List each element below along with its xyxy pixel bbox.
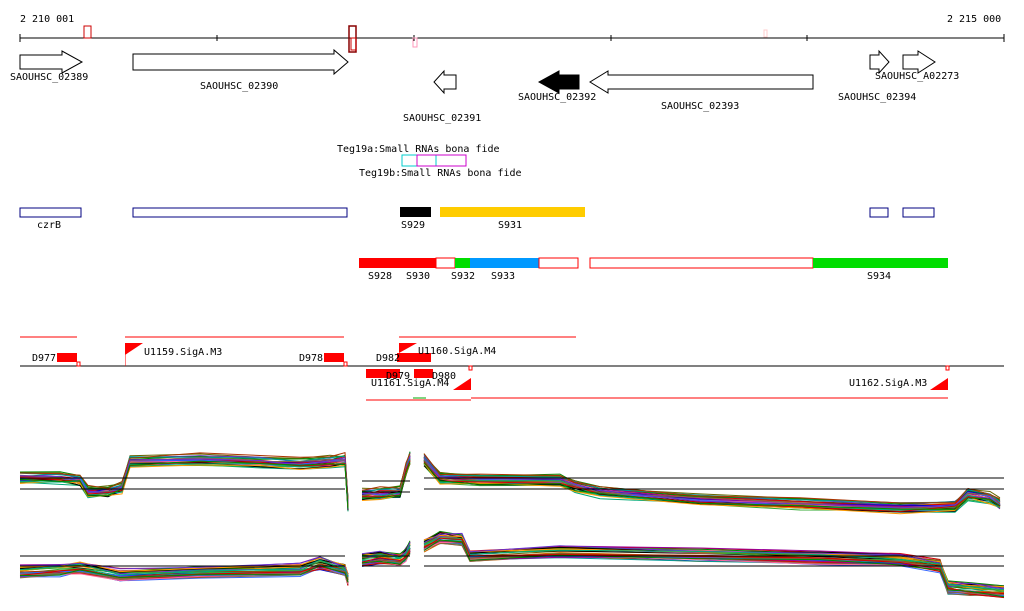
gene-arrow[interactable] (902, 50, 936, 74)
feature-block[interactable] (366, 369, 400, 378)
expression-trace (19, 565, 349, 583)
expression-trace (423, 530, 1005, 587)
feature-label: D977 (32, 353, 56, 364)
gene-label: SAOUHSC_02394 (838, 92, 916, 103)
srna-label: Teg19a:Small RNAs bona fide (337, 144, 500, 155)
segment-block[interactable] (470, 258, 539, 268)
segment-label: S932 (451, 271, 475, 282)
expression-trace (423, 542, 1005, 597)
expression-trace (361, 544, 411, 560)
expression-trace (361, 551, 411, 563)
segment-block[interactable] (359, 258, 436, 268)
promoter-flag[interactable] (125, 343, 143, 355)
feature-track: D977 U1159.SigA.M3 D978 D982 U1160.SigA.… (20, 336, 1004, 401)
annotation-box[interactable] (19, 207, 82, 218)
box-label: czrB (37, 220, 61, 231)
segment-block[interactable] (813, 258, 948, 268)
feature-label: U1161.SigA.M4 (371, 378, 449, 389)
expression-trace (423, 539, 1005, 598)
feature-label: D982 (376, 353, 400, 364)
promoter-flag[interactable] (930, 378, 948, 390)
srna-label: Teg19b:Small RNAs bona fide (359, 168, 522, 179)
gene-arrow[interactable] (589, 70, 814, 94)
promoter-flag[interactable] (399, 343, 417, 353)
gene-label: SAOUHSC_02393 (661, 101, 739, 112)
expression-trace (361, 462, 411, 499)
feature-block[interactable] (397, 353, 431, 362)
feature-label: U1160.SigA.M4 (418, 346, 496, 357)
segment-label: S933 (491, 271, 515, 282)
expression-trace (19, 464, 349, 512)
gene-label: SAOUHSC_02391 (403, 113, 481, 124)
segment-label: S929 (401, 220, 425, 231)
segment-block[interactable] (538, 257, 579, 269)
gene-arrow[interactable] (19, 50, 84, 74)
expression-trace (361, 552, 411, 565)
coordinate-ruler: 2 210 001 2 215 000 (19, 14, 1005, 53)
feature-label: U1159.SigA.M3 (144, 347, 222, 358)
expression-trace (19, 464, 349, 508)
expression-trace (19, 455, 349, 500)
segment-block[interactable] (589, 257, 814, 269)
feature-label: D979 (386, 371, 410, 382)
coord-start-label: 2 210 001 (20, 14, 74, 25)
expression-panel-1 (19, 451, 1004, 515)
expression-trace (361, 453, 411, 491)
segment-label: S931 (498, 220, 522, 231)
feature-block[interactable] (324, 353, 344, 362)
expression-trace (423, 461, 1001, 513)
annotation-box[interactable] (869, 207, 889, 218)
gene-arrow[interactable] (537, 70, 580, 94)
expression-trace (423, 537, 1005, 595)
srna-track: Teg19a:Small RNAs bona fide Teg19b:Small… (337, 144, 522, 179)
promoter-flag[interactable] (453, 378, 471, 390)
gene-arrow[interactable] (869, 49, 890, 75)
segment-label: S934 (867, 271, 891, 282)
srna-box[interactable] (416, 154, 467, 167)
srna-box[interactable] (401, 154, 437, 167)
expression-trace (423, 456, 1001, 504)
gene-arrow[interactable] (433, 69, 457, 95)
annotation-box-track: czrB S929 S931 (19, 207, 935, 231)
feature-label: D978 (299, 353, 323, 364)
feature-block[interactable] (57, 353, 77, 362)
expression-trace (361, 545, 411, 559)
annotation-box[interactable] (132, 207, 348, 218)
feature-block[interactable] (414, 369, 433, 378)
expression-trace (19, 452, 349, 500)
gene-track: SAOUHSC_02389 SAOUHSC_02390 SAOUHSC_0239… (10, 48, 959, 124)
expression-trace (423, 462, 1001, 510)
segment-block[interactable] (440, 207, 585, 217)
gene-label: SAOUHSC_02390 (200, 81, 278, 92)
expression-trace (423, 460, 1001, 511)
expression-trace (19, 556, 349, 578)
segment-track: S928 S930 S932 S933 S934 (359, 257, 948, 282)
gene-label: SAOUHSC_A02273 (875, 71, 959, 82)
segment-block[interactable] (455, 258, 470, 268)
gene-label: SAOUHSC_02392 (518, 92, 596, 103)
coord-end-label: 2 215 000 (947, 14, 1001, 25)
segment-block[interactable] (435, 257, 456, 269)
expression-trace (19, 460, 349, 509)
feature-label: U1162.SigA.M3 (849, 378, 927, 389)
annotation-box[interactable] (902, 207, 935, 218)
segment-label: S930 (406, 271, 430, 282)
expression-panel-2 (19, 530, 1005, 599)
gene-arrow[interactable] (132, 48, 349, 76)
feature-label: D980 (432, 371, 456, 382)
expression-trace (423, 537, 1005, 592)
expression-trace (423, 453, 1001, 504)
segment-label: S928 (368, 271, 392, 282)
segment-block[interactable] (400, 207, 431, 217)
expression-trace (19, 565, 349, 583)
expression-trace (423, 458, 1001, 509)
gene-label: SAOUHSC_02389 (10, 72, 88, 83)
